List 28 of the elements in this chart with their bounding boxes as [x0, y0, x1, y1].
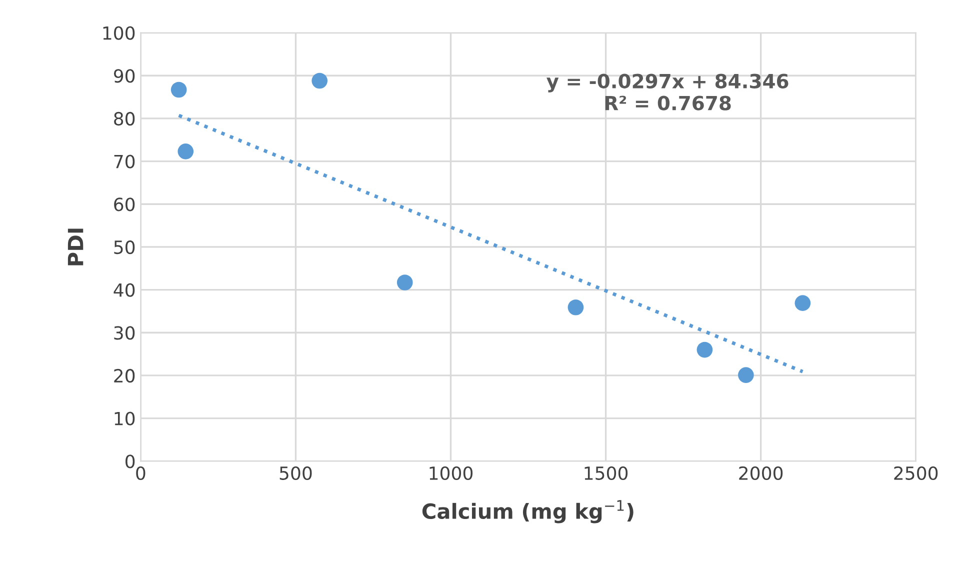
y-tick-label: 70	[114, 154, 135, 168]
x-tick-label: 2500	[894, 466, 938, 480]
y-axis-title: PDI	[68, 228, 84, 266]
x-tick-label: 2000	[739, 466, 783, 480]
y-tick-label: 40	[114, 283, 135, 297]
x-tick-label: 1000	[430, 466, 473, 480]
y-tick-label: 30	[114, 326, 135, 340]
point	[568, 299, 584, 316]
y-tick-label: 0	[126, 454, 135, 468]
point	[170, 82, 187, 98]
point	[794, 295, 811, 311]
x-tick-label: 1500	[584, 466, 628, 480]
point	[312, 72, 328, 89]
y-tick-label: 60	[114, 198, 135, 212]
y-tick-label: 50	[114, 240, 135, 254]
y-tick-label: 100	[103, 26, 135, 40]
x-tick-label: 0	[136, 466, 146, 480]
point	[696, 342, 713, 358]
point	[396, 274, 413, 290]
point	[178, 144, 194, 160]
x-axis-title: Calcium (mg kg$^{−1}$)	[422, 500, 634, 524]
x-tick-label: 500	[280, 466, 312, 480]
y-tick-label: 10	[114, 412, 135, 426]
point	[738, 367, 754, 383]
y-tick-label: 80	[114, 112, 135, 126]
y-tick-label: 20	[114, 368, 135, 383]
y-tick-label: 90	[114, 69, 135, 83]
annotation: y = -0.0297x + 84.346 R² = 0.7678	[546, 74, 788, 110]
